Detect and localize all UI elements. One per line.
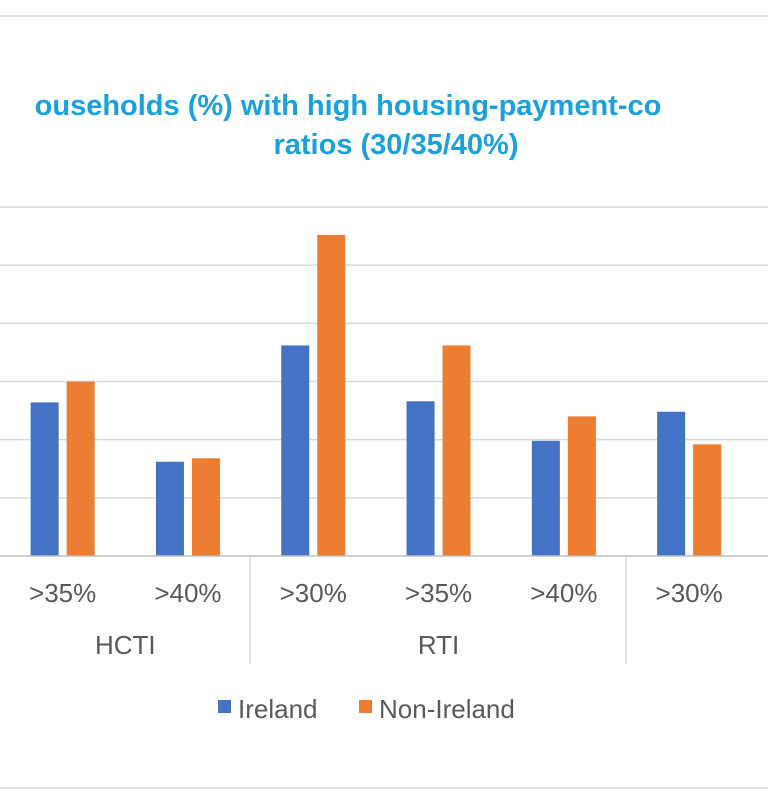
tick-label: >30% [656,578,723,608]
bar-non-ireland-4 [567,416,596,556]
tick-labels: >35%>40%>30%>35%>40%>30%> [29,578,723,608]
chart-title-line-1: ouseholds (%) with high housing-payment-… [35,90,662,122]
gridlines [0,206,768,499]
legend-swatch-non-ireland [359,700,372,713]
group-label-hcti: HCTI [95,630,156,660]
bars [30,234,722,557]
bar-ireland-3 [406,401,435,556]
bar-ireland-1 [155,461,184,556]
bar-non-ireland-0 [66,381,95,556]
bar-non-ireland-3 [442,345,471,556]
tick-label: >30% [280,578,347,608]
bar-non-ireland-2 [317,234,346,557]
bar-ireland-0 [30,402,59,556]
tick-label: >40% [154,578,221,608]
bar-ireland-5 [657,411,686,556]
bar-non-ireland-1 [191,458,220,556]
legend-swatch-ireland [218,700,231,713]
bar-ireland-4 [531,440,560,556]
group-labels: HCTI RTI [95,630,459,660]
bar-non-ireland-5 [693,444,722,556]
legend: Ireland Non-Ireland [218,694,515,724]
tick-label: >35% [29,578,96,608]
tick-label: >35% [405,578,472,608]
group-dividers [249,556,627,664]
bar-ireland-2 [281,345,310,556]
group-label-rti: RTI [418,630,459,660]
tick-label: >40% [530,578,597,608]
legend-label-non-ireland: Non-Ireland [379,694,515,724]
legend-label-ireland: Ireland [238,694,318,724]
chart-title-line-2: ratios (30/35/40%) [273,129,518,161]
